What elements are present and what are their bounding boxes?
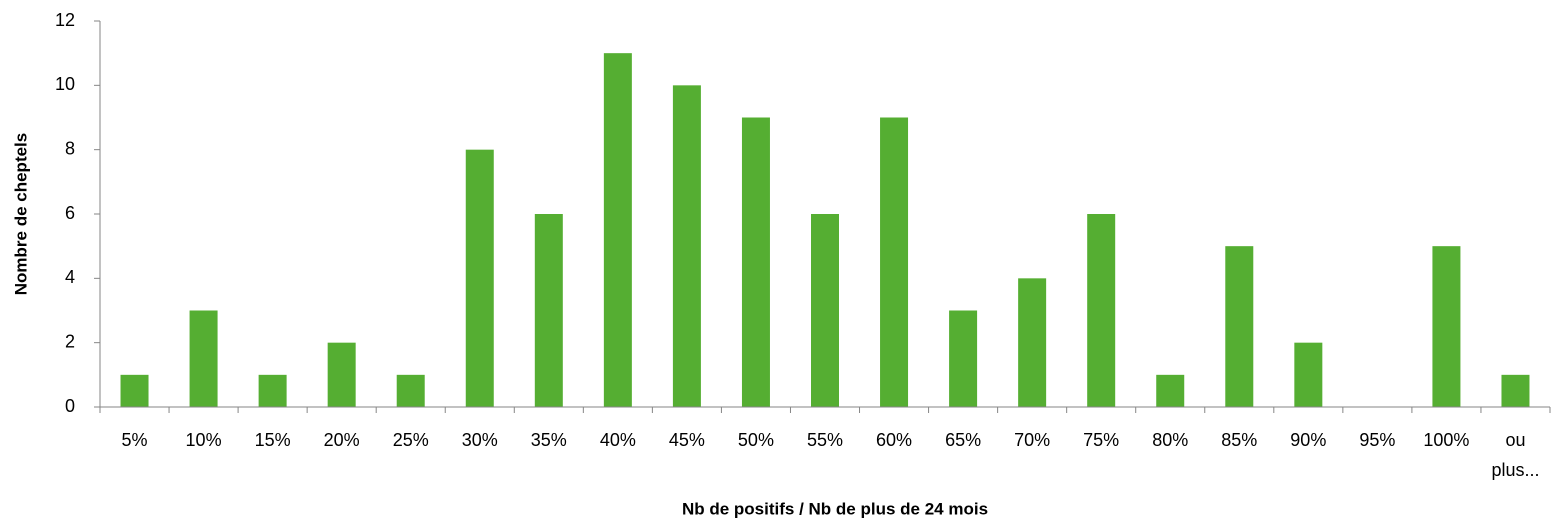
bar bbox=[741, 117, 770, 407]
bar bbox=[465, 149, 494, 407]
y-axis-title: Nombre de cheptels bbox=[11, 133, 30, 296]
bar bbox=[811, 214, 839, 407]
x-axis-title: Nb de positifs / Nb de plus de 24 mois bbox=[682, 499, 988, 518]
x-tick-label: 90% bbox=[1290, 430, 1327, 450]
x-tick-label: 15% bbox=[254, 430, 291, 450]
bar bbox=[258, 374, 287, 407]
x-tick-label: 70% bbox=[1014, 430, 1051, 450]
y-tick-label: 4 bbox=[65, 267, 75, 287]
x-tick-label: 65% bbox=[945, 430, 982, 450]
x-tick-label: 40% bbox=[599, 430, 636, 450]
bar bbox=[1087, 214, 1116, 407]
x-tick-label: 50% bbox=[737, 430, 774, 450]
y-tick-label: 8 bbox=[65, 138, 75, 158]
bar bbox=[1501, 374, 1530, 407]
x-tick-label: 80% bbox=[1152, 430, 1189, 450]
bar bbox=[1018, 278, 1047, 407]
x-tick-label: ou plus... bbox=[1491, 430, 1540, 480]
bar bbox=[949, 310, 978, 407]
x-tick-label: 25% bbox=[392, 430, 429, 450]
x-tick-label: 10% bbox=[185, 430, 222, 450]
x-tick-label: 95% bbox=[1359, 430, 1396, 450]
bar bbox=[880, 117, 909, 407]
bar bbox=[1432, 246, 1461, 407]
bar bbox=[396, 374, 425, 407]
bar bbox=[189, 310, 218, 407]
y-tick-label: 6 bbox=[65, 203, 75, 223]
bar bbox=[534, 214, 563, 407]
bar bbox=[1156, 374, 1185, 407]
x-tick-label: 85% bbox=[1221, 430, 1258, 450]
x-tick-label: 20% bbox=[323, 430, 360, 450]
bar bbox=[603, 53, 632, 408]
x-tick-label: 45% bbox=[668, 430, 705, 450]
bar bbox=[327, 342, 356, 407]
bar bbox=[1225, 246, 1254, 407]
x-tick-label: 30% bbox=[461, 430, 498, 450]
y-tick-label: 12 bbox=[55, 10, 75, 30]
bar bbox=[1294, 342, 1323, 407]
bar bbox=[120, 374, 149, 407]
x-tick-label: 35% bbox=[530, 430, 567, 450]
y-tick-label: 0 bbox=[65, 396, 75, 416]
x-tick-label: 60% bbox=[876, 430, 913, 450]
bar bbox=[672, 85, 701, 407]
x-tick-label: 5% bbox=[121, 430, 148, 450]
x-tick-label: 100% bbox=[1423, 430, 1470, 450]
y-tick-label: 2 bbox=[65, 331, 75, 351]
x-tick-label: 55% bbox=[806, 430, 843, 450]
x-tick-label: 75% bbox=[1083, 430, 1120, 450]
y-tick-label: 10 bbox=[55, 74, 75, 94]
